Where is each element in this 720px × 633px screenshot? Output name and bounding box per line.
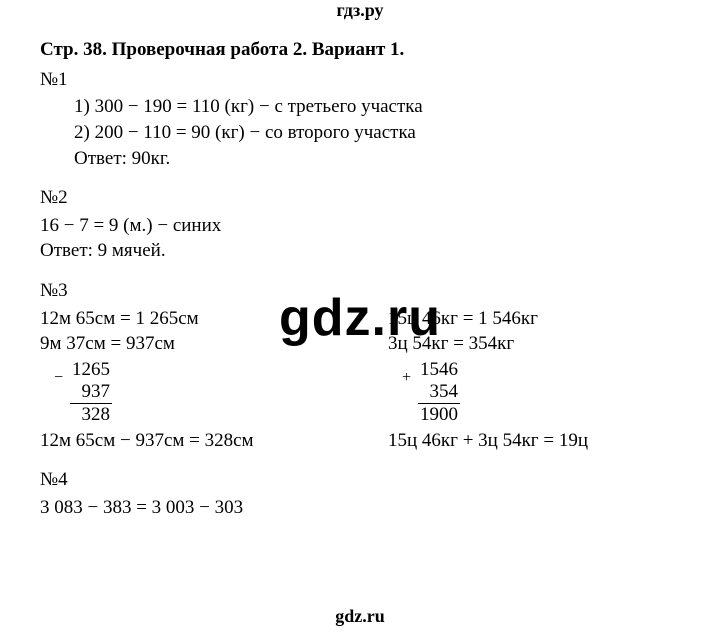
task-3-left-col: 12м 65см = 1 265см 9м 37см = 937см −1265… [40,306,378,453]
task-4-label: №4 [40,467,690,493]
t3-right-calc-top: +1546 [418,359,460,381]
t3-left-calc: −1265 937 328 [70,359,112,426]
task-2: №2 16 − 7 = 9 (м.) − синих Ответ: 9 мяче… [40,185,690,264]
plus-sign: + [402,369,411,387]
watermark-bottom: gdz.ru [0,606,720,627]
t3-left-calc-res: 328 [70,404,112,426]
task-2-answer: Ответ: 9 мячей. [40,238,690,264]
task-1-line-2: 2) 200 − 110 = 90 (кг) − со второго учас… [40,120,690,146]
t3-left-eq3: 12м 65см − 937см = 328см [40,428,378,454]
t3-right-calc-res: 1900 [418,404,460,426]
t3-left-eq2: 9м 37см = 937см [40,331,378,357]
t3-right-calc: +1546 354 1900 [418,359,460,426]
task-3-right-col: 15ц 46кг = 1 546кг 3ц 54кг = 354кг +1546… [388,306,700,453]
task-2-line-1: 16 − 7 = 9 (м.) − синих [40,213,690,239]
task-1-answer: Ответ: 90кг. [40,146,690,172]
task-1-line-1: 1) 300 − 190 = 110 (кг) − с третьего уча… [40,94,690,120]
t3-right-calc-mid: 354 [418,381,460,404]
t3-left-calc-mid: 937 [70,381,112,404]
minus-sign: − [54,369,63,387]
document-body: Стр. 38. Проверочная работа 2. Вариант 1… [0,27,720,545]
watermark-top: гдз.ру [0,0,720,21]
task-3: №3 12м 65см = 1 265см 9м 37см = 937см −1… [40,278,690,453]
t3-right-eq1: 15ц 46кг = 1 546кг [388,306,700,332]
task-3-columns: 12м 65см = 1 265см 9м 37см = 937см −1265… [40,306,690,453]
t3-right-eq3: 15ц 46кг + 3ц 54кг = 19ц [388,428,700,454]
task-1: №1 1) 300 − 190 = 110 (кг) − с третьего … [40,67,690,172]
task-4-line-1: 3 083 − 383 = 3 003 − 303 [40,495,690,521]
t3-left-calc-top: −1265 [70,359,112,381]
task-1-label: №1 [40,67,690,93]
task-4: №4 3 083 − 383 = 3 003 − 303 [40,467,690,520]
t3-right-eq2: 3ц 54кг = 354кг [388,331,700,357]
task-2-label: №2 [40,185,690,211]
page-title: Стр. 38. Проверочная работа 2. Вариант 1… [40,37,690,63]
task-3-label: №3 [40,278,690,304]
t3-left-eq1: 12м 65см = 1 265см [40,306,378,332]
